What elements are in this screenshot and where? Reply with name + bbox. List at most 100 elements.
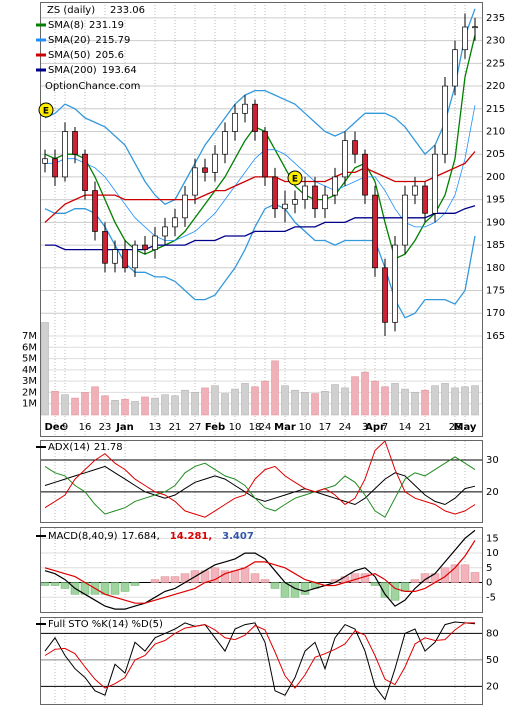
histogram-bar bbox=[150, 579, 160, 583]
panel-value: 17.684, bbox=[122, 531, 160, 542]
y-tick-label: 215 bbox=[486, 104, 505, 115]
histogram-bar bbox=[390, 582, 400, 601]
line bbox=[44, 622, 475, 689]
y-tick-label: 180 bbox=[486, 263, 505, 274]
x-tick-label: May bbox=[454, 422, 477, 433]
histogram-bar bbox=[350, 573, 360, 583]
legend-value: 205.6 bbox=[95, 50, 124, 61]
y-tick-label: 185 bbox=[486, 240, 505, 251]
legend-value: 193.64 bbox=[102, 65, 137, 76]
y-tick-label: 15 bbox=[486, 533, 499, 544]
y-tick-label: 50 bbox=[486, 655, 499, 666]
earnings-marker: E bbox=[38, 102, 54, 118]
x-tick-label: 3 bbox=[362, 422, 368, 433]
histogram-bar bbox=[360, 573, 370, 583]
y-tick-label: 30 bbox=[486, 455, 499, 466]
histogram-bar bbox=[210, 567, 220, 583]
x-tick-label: Mar bbox=[274, 422, 296, 433]
candle-body bbox=[92, 190, 98, 232]
volume-bar bbox=[291, 389, 299, 416]
x-tick-label: Jan bbox=[115, 422, 134, 433]
x-tick-label: Feb bbox=[205, 422, 225, 433]
volume-bar bbox=[271, 360, 279, 416]
x-tick-label: 7 bbox=[382, 422, 388, 433]
candle-body bbox=[372, 194, 378, 269]
volume-bar bbox=[331, 384, 339, 416]
x-tick-label: 10 bbox=[229, 422, 242, 433]
volume-bar bbox=[391, 383, 399, 416]
volume-bar bbox=[321, 391, 329, 416]
candle-body bbox=[52, 158, 58, 178]
volume-tick-label: 2M bbox=[22, 387, 37, 398]
candle-body bbox=[322, 194, 328, 210]
candle-body bbox=[412, 185, 418, 196]
candle-body bbox=[72, 131, 78, 155]
legend-label: SMA(20) bbox=[48, 35, 90, 46]
histogram-bar bbox=[240, 567, 250, 583]
volume-bar bbox=[121, 398, 129, 416]
volume-bar bbox=[111, 400, 119, 416]
candle-body bbox=[152, 235, 158, 250]
volume-bar bbox=[161, 394, 169, 416]
candle-body bbox=[442, 85, 448, 155]
y-tick-label: 0 bbox=[486, 578, 492, 589]
annotation: E bbox=[43, 107, 49, 117]
volume-bar bbox=[471, 385, 479, 416]
histogram-bar bbox=[170, 576, 180, 583]
x-tick-label: 24 bbox=[339, 422, 352, 433]
volume-bar bbox=[241, 383, 249, 416]
candle-body bbox=[172, 217, 178, 228]
y-tick-label: 235 bbox=[486, 13, 505, 24]
volume-tick-label: 6M bbox=[22, 342, 37, 353]
line bbox=[44, 540, 476, 604]
y-tick-label: 200 bbox=[486, 172, 505, 183]
marks bbox=[40, 8, 480, 701]
legend-label: SMA(200) bbox=[48, 65, 97, 76]
histogram-bar bbox=[260, 579, 270, 583]
candle-body bbox=[182, 194, 188, 219]
annotation: E bbox=[292, 175, 298, 185]
volume-bar bbox=[371, 380, 379, 416]
candle-body bbox=[302, 185, 308, 200]
x-tick-label: 16 bbox=[79, 422, 92, 433]
candle-body bbox=[282, 203, 288, 210]
candle-body bbox=[452, 49, 458, 87]
y-tick-label: 220 bbox=[486, 81, 505, 92]
volume-bar bbox=[181, 389, 189, 416]
volume-bar bbox=[51, 391, 59, 416]
y-tick-label: 10 bbox=[486, 548, 499, 559]
histogram-bar bbox=[270, 582, 280, 589]
histogram-bar bbox=[40, 582, 50, 586]
candle-body bbox=[312, 185, 318, 210]
volume-bar bbox=[61, 394, 69, 416]
histogram-bar bbox=[380, 582, 390, 598]
y-tick-label: 210 bbox=[486, 126, 505, 137]
adx-panel bbox=[40, 440, 483, 523]
legend-label: SMA(8) bbox=[48, 20, 84, 31]
volume-bar bbox=[171, 395, 179, 416]
volume-bar bbox=[191, 392, 199, 416]
price-panel bbox=[40, 2, 483, 437]
histogram-bar bbox=[130, 582, 140, 586]
volume-bar bbox=[101, 395, 109, 416]
line bbox=[44, 8, 476, 205]
histogram-bar bbox=[300, 582, 310, 595]
candle-body bbox=[232, 112, 238, 132]
volume-bar bbox=[301, 392, 309, 416]
histogram-bar bbox=[420, 573, 430, 583]
volume-bar bbox=[91, 386, 99, 416]
candle-body bbox=[472, 26, 478, 29]
candle-body bbox=[402, 194, 408, 246]
volume-bar bbox=[421, 389, 429, 416]
sto-panel bbox=[40, 617, 483, 705]
y-tick-label: 230 bbox=[486, 36, 505, 47]
candle-body bbox=[382, 267, 388, 323]
y-tick-label: 190 bbox=[486, 217, 505, 228]
last-price: 233.06 bbox=[110, 5, 145, 16]
candle-body bbox=[42, 158, 48, 164]
y-tick-label: 175 bbox=[486, 286, 505, 297]
panel-title: Full STO %K(14) %D(5) bbox=[48, 619, 163, 630]
candle-body bbox=[202, 167, 208, 173]
candle-body bbox=[162, 226, 168, 237]
y-tick-label: 205 bbox=[486, 149, 505, 160]
